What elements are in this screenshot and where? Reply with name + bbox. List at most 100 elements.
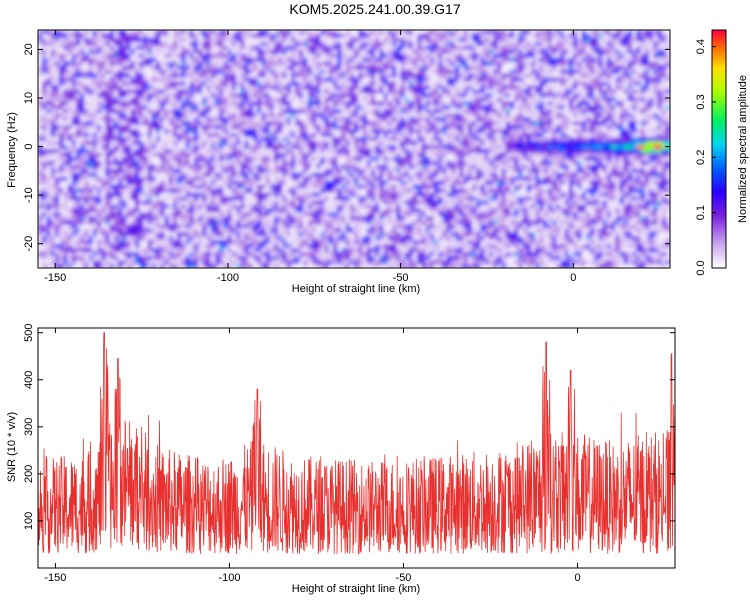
spectrogram-cell xyxy=(92,93,98,99)
spectrogram-cell xyxy=(505,81,511,87)
spectrogram-cell xyxy=(345,65,351,71)
spectrogram-cell xyxy=(467,81,473,87)
spectrogram-cell xyxy=(480,105,486,110)
spectrogram-cell xyxy=(248,41,254,47)
spectrogram-cell xyxy=(257,69,262,75)
spectrogram-cell xyxy=(404,77,410,83)
spectrogram-cell xyxy=(231,129,237,134)
spectrogram-cell xyxy=(265,41,271,47)
spectrogram-cell xyxy=(324,109,330,114)
spectrogram-cell xyxy=(391,73,397,79)
spectrogram-cell xyxy=(193,30,199,35)
spectrogram-cell xyxy=(236,65,241,71)
spectrogram-cell xyxy=(463,85,469,91)
spectrogram-cell xyxy=(404,97,410,102)
spectrogram-cell xyxy=(227,53,233,59)
spectrogram-cell xyxy=(509,61,515,67)
spectrogram-cell xyxy=(370,109,376,114)
spectrogram-cell xyxy=(438,57,444,63)
spectrogram-cell xyxy=(493,152,498,158)
spectrogram-cell xyxy=(581,49,587,55)
spectrogram-cell xyxy=(252,129,258,134)
spectrogram-cell xyxy=(611,57,616,63)
spectrogram-cell xyxy=(560,101,566,106)
spectrogram-cell xyxy=(560,109,566,114)
spectrogram-cell xyxy=(290,156,296,162)
spectrogram-cell xyxy=(552,73,557,79)
spectrogram-cell xyxy=(130,101,136,106)
spectrogram-cell xyxy=(50,89,56,95)
spectrogram-cell xyxy=(577,145,583,150)
spectrogram-cell xyxy=(530,141,536,146)
spectrogram-cell xyxy=(122,37,128,43)
spectrogram-cell xyxy=(560,145,566,150)
spectrogram-cell xyxy=(67,117,73,122)
spectrogram-cell xyxy=(627,137,633,142)
spectrogram-cell xyxy=(568,125,574,130)
spectrogram-cell xyxy=(471,156,477,162)
spectrogram-cell xyxy=(324,49,330,55)
spectrogram-cell xyxy=(573,125,578,130)
spectrogram-cell xyxy=(337,149,342,154)
spectrogram-cell xyxy=(227,45,233,51)
spectrogram-cell xyxy=(522,53,528,59)
spectrogram-cell xyxy=(598,65,604,71)
spectrogram-cell xyxy=(160,33,165,39)
spectrogram-cell xyxy=(101,121,107,126)
spectrogram-cell xyxy=(471,121,477,126)
spectrogram-cell xyxy=(54,65,60,71)
spectrogram-cell xyxy=(130,117,136,122)
spectrogram-cell xyxy=(214,45,220,51)
spectrogram-cell xyxy=(126,45,132,51)
spectrogram-cell xyxy=(42,129,48,134)
spectrogram-cell xyxy=(370,41,376,47)
spectrogram-cell xyxy=(118,105,123,110)
spectrogram-cell xyxy=(438,149,444,154)
spectrogram-cell xyxy=(442,129,448,134)
spectrogram-cell xyxy=(261,85,267,91)
spectrogram-cell xyxy=(459,141,465,146)
spectrogram-cell xyxy=(476,49,481,55)
spectrogram-cell xyxy=(101,141,107,146)
spectrogram-cell xyxy=(518,101,524,106)
spectrogram-cell xyxy=(54,160,60,166)
spectrogram-cell xyxy=(261,37,267,43)
spectrogram-cell xyxy=(383,89,389,95)
spectrogram-cell xyxy=(434,109,439,114)
spectrogram-cell xyxy=(455,109,460,114)
spectrogram-cell xyxy=(134,73,140,79)
spectrogram-cell xyxy=(273,113,279,118)
spectrogram-cell xyxy=(619,69,625,75)
spectrogram-cell xyxy=(417,30,423,35)
spectrogram-cell xyxy=(552,105,557,110)
spectrogram-cell xyxy=(240,156,246,162)
spectrogram-cell xyxy=(160,160,165,166)
spectrogram-cell xyxy=(278,33,283,39)
spectrogram-cell xyxy=(316,105,321,110)
spectrogram-cell xyxy=(227,133,233,138)
spectrogram-cell xyxy=(391,93,397,99)
spectrogram-cell xyxy=(189,89,195,95)
spectrogram-cell xyxy=(177,105,182,110)
spectrogram-cell xyxy=(185,141,191,146)
spectrogram-cell xyxy=(240,61,246,67)
spectrogram-cell xyxy=(328,105,334,110)
spectrogram-cell xyxy=(214,30,220,35)
spectrogram-cell xyxy=(589,149,595,154)
spectrogram-cell xyxy=(349,49,355,55)
spectrogram-cell xyxy=(366,53,372,59)
spectrogram-cell xyxy=(265,156,271,162)
spectrogram-cell xyxy=(80,61,85,67)
spectrogram-cell xyxy=(316,37,321,43)
spectrogram-cell xyxy=(581,57,587,63)
spectrogram-cell xyxy=(303,69,309,75)
spectrogram-cell xyxy=(223,49,229,55)
spectrogram-cell xyxy=(227,149,233,154)
spectrogram-cell xyxy=(332,133,338,138)
spectrogram-cell xyxy=(252,45,258,51)
spectrogram-cell xyxy=(50,57,56,63)
spectrogram-cell xyxy=(189,61,195,67)
spectrogram-cell xyxy=(417,41,423,47)
spectrogram-cell xyxy=(467,109,473,114)
spectrogram-cell xyxy=(202,33,208,39)
